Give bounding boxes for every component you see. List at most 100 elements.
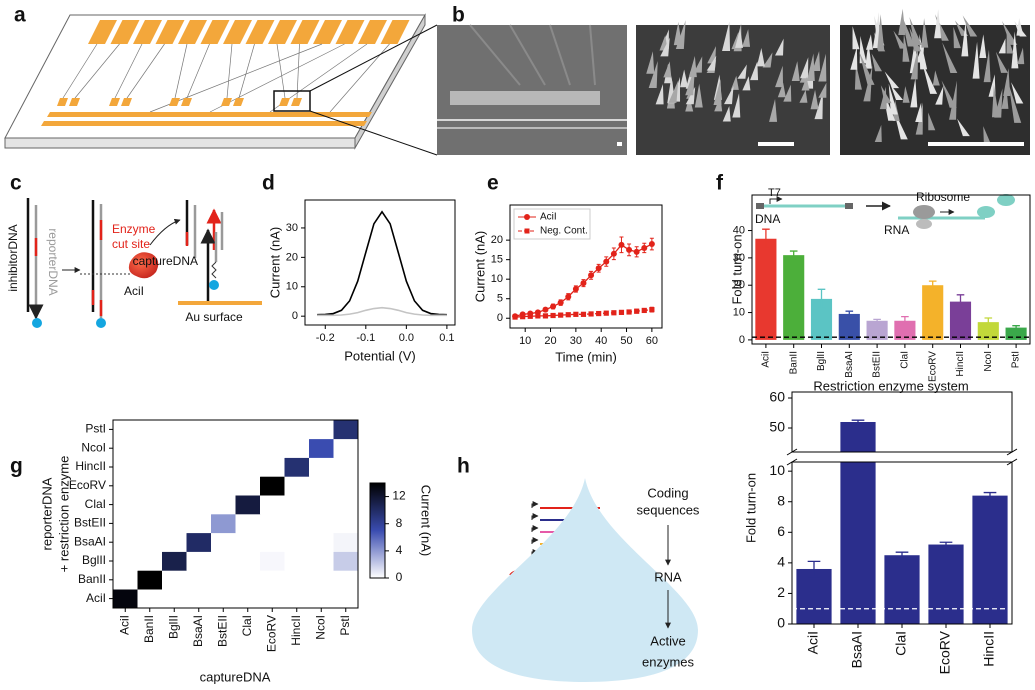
heatmap-cell: [113, 438, 138, 458]
x-tick-label: -0.1: [356, 332, 375, 344]
y-axis-label: Fold turn-on: [729, 234, 744, 304]
marker: [588, 311, 594, 317]
legend-label: AciI: [540, 212, 557, 223]
x-tick-label: ClaI: [900, 351, 911, 369]
micrograph-spike: [668, 80, 679, 103]
heatmap-cell: [186, 457, 212, 477]
micrograph-spike: [762, 52, 773, 68]
x-tick-label: -0.2: [316, 332, 335, 344]
marker: [603, 258, 610, 265]
micrograph-spike: [884, 71, 900, 89]
heatmap-cell: [137, 551, 163, 571]
x-tick-label: NcoI: [983, 351, 994, 372]
micrograph-spike: [991, 85, 999, 118]
micrograph-spike: [962, 15, 978, 37]
y-axis-label: Current (nA): [267, 227, 282, 299]
y-tick-label: 10: [769, 462, 785, 478]
bar: [796, 568, 832, 624]
wire: [174, 43, 188, 99]
micrograph-spike: [818, 53, 827, 82]
y-axis-label: Current (nA): [472, 231, 487, 303]
x-tick-label: BsaAI: [844, 351, 855, 378]
arrow: [149, 218, 181, 246]
bar: [949, 301, 972, 340]
wire: [114, 43, 143, 99]
heatmap-cell: [333, 476, 359, 496]
x-tick-label: ClaI: [240, 615, 254, 636]
x-tick-label: BanII: [788, 351, 799, 374]
micrograph-spike: [890, 84, 904, 101]
linker: [211, 261, 217, 279]
micrograph-spike: [972, 41, 980, 79]
heatmap-cell: [235, 532, 261, 552]
panel-label: c: [10, 172, 22, 195]
electrode-pad: [221, 98, 232, 106]
micrograph-spike: [801, 76, 810, 91]
micrograph-spike: [673, 21, 682, 46]
plot-frame: [304, 199, 456, 326]
heatmap-cell: [162, 476, 187, 496]
colorbar-tick-label: 8: [396, 516, 403, 530]
error-bar: [1012, 325, 1020, 331]
heatmap-cell: [137, 514, 163, 534]
error-bar: [817, 288, 826, 310]
y-tick-label: 10: [286, 281, 298, 293]
micrograph-spike: [769, 98, 778, 122]
bar: [922, 285, 944, 340]
x-tick-label: 0.1: [439, 332, 454, 344]
y-tick-label: 10: [491, 273, 503, 285]
wire: [209, 43, 345, 113]
wire: [238, 43, 255, 99]
marker: [603, 310, 609, 316]
micrograph-spike: [877, 14, 885, 50]
micrograph-spike: [791, 61, 800, 82]
bar: [928, 544, 964, 624]
heatmap-cell: [284, 420, 310, 440]
board-side: [4, 137, 356, 149]
error-bar: [901, 316, 909, 326]
error-bar: [956, 294, 965, 310]
micrograph-spike: [646, 51, 655, 74]
micrograph-spike: [680, 69, 689, 88]
contact-pad: [133, 20, 162, 44]
heatmap-cell: [162, 589, 187, 609]
micrograph-spike: [814, 91, 823, 120]
micrograph-spike: [957, 118, 970, 137]
y-tick-label: EcoRV: [69, 478, 106, 492]
micrograph-spike: [783, 84, 792, 102]
plot-frame: [751, 194, 1031, 345]
heatmap-cell: [211, 570, 236, 590]
micrograph-spike: [1014, 20, 1027, 37]
legend-box: [513, 208, 591, 240]
redox-tag: [96, 318, 106, 328]
micrograph-spike: [909, 16, 922, 45]
x-tick-label: HincII: [981, 631, 997, 667]
heatmap-cell: [162, 514, 187, 534]
contact-pad: [335, 20, 365, 44]
micrograph-spike: [865, 42, 873, 69]
marker: [641, 244, 648, 251]
x-tick-label: EcoRV: [927, 351, 938, 382]
y-tick-label: 60: [769, 389, 785, 405]
micrograph-spike: [812, 51, 821, 71]
marker: [565, 293, 572, 300]
protein: [997, 194, 1015, 206]
electrode-pad: [181, 98, 192, 106]
micrograph-spike: [799, 89, 808, 103]
micrograph-spike: [888, 83, 898, 115]
label: reporterDNA: [46, 228, 60, 295]
micrograph-spike: [915, 102, 923, 122]
contact-pad: [155, 20, 185, 44]
heatmap-cell: [260, 476, 285, 496]
heatmap-cell: [333, 457, 359, 477]
micrograph-spike: [942, 42, 958, 73]
scale-bar: [617, 142, 622, 146]
contact-pad: [178, 20, 207, 44]
micrograph-spike: [1008, 84, 1022, 123]
bar: [783, 255, 805, 340]
error-bar: [807, 560, 821, 578]
error-bar: [851, 419, 865, 425]
marker: [527, 313, 533, 319]
y-tick-label: 8: [777, 492, 785, 508]
